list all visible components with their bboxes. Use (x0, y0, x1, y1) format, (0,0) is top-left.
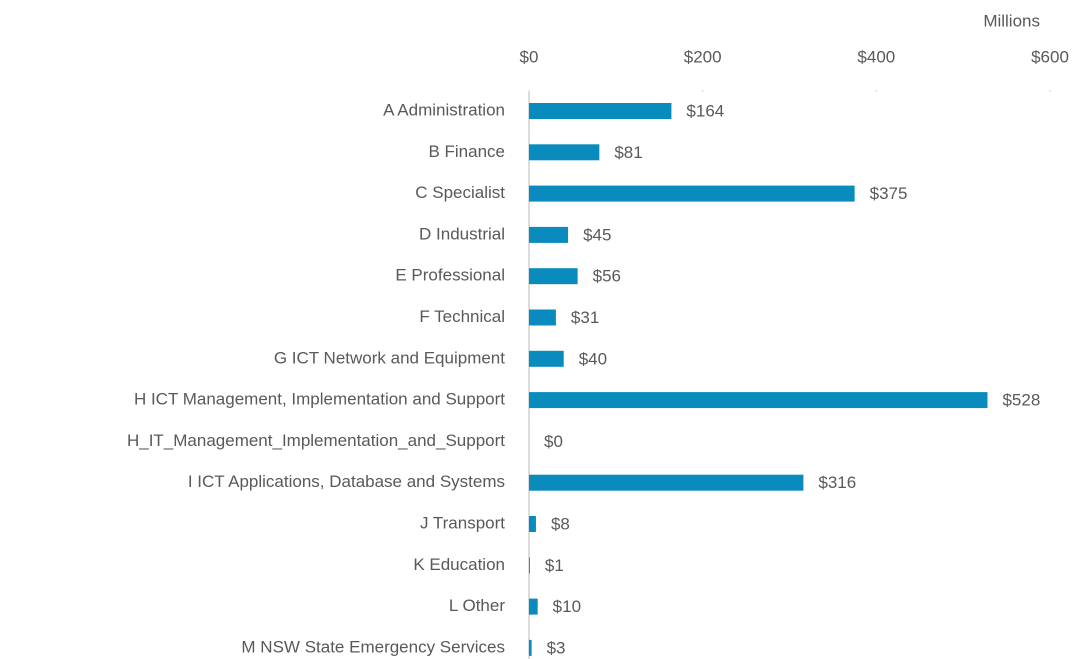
y-tick-label: H_IT_Management_Implementation_and_Suppo… (127, 431, 505, 450)
data-label: $528 (1002, 391, 1040, 410)
y-tick-label: K Education (413, 555, 505, 574)
data-label: $3 (547, 638, 566, 657)
x-tick-label: $600 (1031, 47, 1069, 66)
y-tick-label: L Other (449, 596, 505, 615)
bar (529, 103, 672, 119)
axis-unit-label: Millions (983, 11, 1040, 30)
x-tick-label: $0 (520, 47, 539, 66)
bar (529, 474, 804, 491)
data-label: $375 (870, 184, 908, 203)
y-tick-label: E Professional (395, 266, 505, 285)
y-tick-label: M NSW State Emergency Services (241, 637, 505, 656)
y-tick-label: F Technical (419, 307, 505, 326)
data-label: $10 (553, 597, 581, 616)
y-tick-label: J Transport (420, 513, 505, 532)
y-tick-label: D Industrial (419, 224, 505, 243)
x-tick-label: $400 (857, 47, 895, 66)
data-label: $40 (579, 349, 607, 368)
x-tick-label: $200 (684, 47, 722, 66)
bar (529, 392, 988, 409)
y-tick-label: C Specialist (415, 183, 505, 202)
y-tick-label: I ICT Applications, Database and Systems (188, 472, 505, 491)
bar (529, 144, 600, 161)
data-label: $0 (544, 432, 563, 451)
y-tick-label: A Administration (383, 100, 505, 119)
bar (529, 557, 530, 574)
data-label: $164 (686, 101, 724, 120)
data-label: $316 (818, 473, 856, 492)
data-label: $31 (571, 308, 599, 327)
data-label: $81 (614, 143, 642, 162)
bar (529, 639, 532, 656)
data-label: $56 (593, 267, 621, 286)
data-label: $1 (545, 556, 564, 575)
y-tick-label: H ICT Management, Implementation and Sup… (134, 390, 505, 409)
bar (529, 185, 855, 202)
y-tick-label: G ICT Network and Equipment (274, 348, 505, 367)
bar (529, 598, 538, 615)
bar (529, 309, 556, 326)
bar (529, 268, 578, 285)
bar (529, 226, 569, 243)
data-label: $45 (583, 225, 611, 244)
bar (529, 516, 536, 532)
data-label: $8 (551, 514, 570, 533)
y-tick-label: B Finance (428, 142, 505, 161)
bar (529, 350, 564, 367)
